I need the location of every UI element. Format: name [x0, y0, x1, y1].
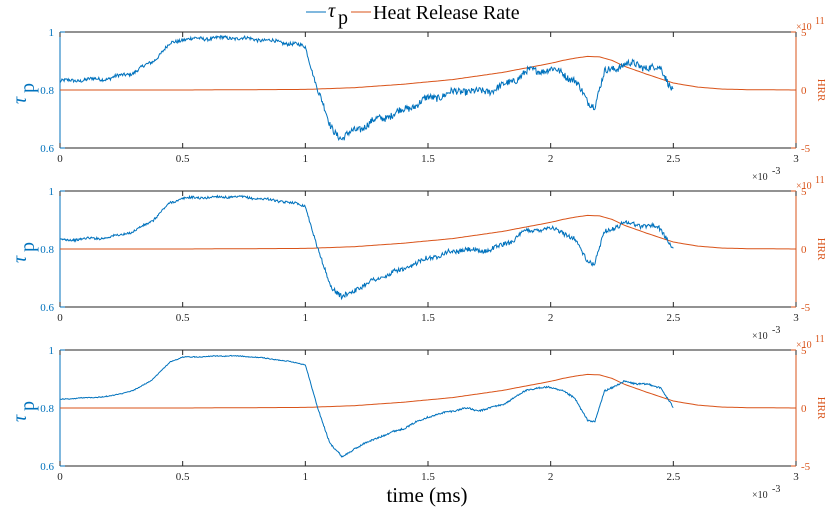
left-tick-label: 0.8 [40, 85, 54, 97]
right-exponent: ×10 [796, 181, 812, 192]
x-tick-label: 1.5 [421, 471, 435, 483]
legend: τ p Heat Release Rate [306, 0, 520, 29]
right-exponent-power: 11 [815, 16, 825, 27]
tau-series-line [59, 34, 674, 142]
right-exponent: ×10 [796, 340, 812, 351]
x-tick-label: 3 [793, 312, 799, 324]
left-ylabel-symbol: τ [9, 96, 31, 104]
x-tick-label: 0 [57, 153, 63, 165]
tau-series-line [59, 194, 674, 301]
x-tick-label: 0 [57, 312, 63, 324]
right-ylabel-text: HRR [815, 397, 827, 420]
x-exponent: ×10 [752, 331, 768, 342]
legend-tau-subscript: p [338, 7, 348, 29]
left-ylabel-subscript: p [17, 242, 39, 252]
x-tick-label: 1.5 [421, 312, 435, 324]
x-tick-label: 3 [793, 471, 799, 483]
left-ylabel: τp [9, 242, 39, 263]
x-tick-label: 2.5 [666, 153, 680, 165]
right-tick-label: -5 [801, 302, 811, 314]
left-ylabel: τp [9, 401, 39, 422]
x-exponent: ×10 [752, 490, 768, 501]
x-tick-label: 2.5 [666, 312, 680, 324]
right-exponent-power: 11 [815, 175, 825, 186]
left-ylabel: τp [9, 83, 39, 104]
x-tick-label: 2 [548, 312, 554, 324]
x-tick-label: 1 [303, 312, 309, 324]
right-ylabel: HRR [815, 397, 827, 420]
left-tick-label: 0.8 [40, 403, 54, 415]
x-tick-label: 2 [548, 153, 554, 165]
x-tick-label: 2 [548, 471, 554, 483]
right-ylabel: HRR [815, 79, 827, 102]
x-exponent-power: -3 [772, 484, 780, 495]
right-tick-label: 5 [801, 345, 807, 357]
hrr-series-line [60, 55, 796, 91]
left-ylabel-subscript: p [17, 401, 39, 411]
left-ylabel-subscript: p [17, 83, 39, 93]
x-tick-label: 2.5 [666, 471, 680, 483]
right-ylabel-text: HRR [815, 238, 827, 261]
left-tick-label: 0.8 [40, 244, 54, 256]
right-exponent: ×10 [796, 22, 812, 33]
right-ylabel-text: HRR [815, 79, 827, 102]
hrr-series-line [60, 214, 796, 250]
left-tick-label: 0.6 [40, 143, 54, 155]
x-exponent-power: -3 [772, 166, 780, 177]
right-tick-label: 5 [801, 27, 807, 39]
x-tick-label: 0 [57, 471, 63, 483]
x-tick-label: 3 [793, 153, 799, 165]
x-tick-label: 1.5 [421, 153, 435, 165]
left-tick-label: 1 [49, 345, 55, 357]
right-ylabel: HRR [815, 238, 827, 261]
left-ylabel-symbol: τ [9, 414, 31, 422]
left-ylabel-symbol: τ [9, 255, 31, 263]
x-axis-label: time (ms) [386, 483, 467, 507]
x-tick-label: 1 [303, 471, 309, 483]
legend-tau-symbol: τ [328, 0, 336, 22]
x-tick-label: 0.5 [176, 471, 190, 483]
right-tick-label: 5 [801, 186, 807, 198]
right-tick-label: 0 [801, 85, 807, 97]
hrr-series-line [60, 373, 796, 409]
right-tick-label: 0 [801, 403, 807, 415]
left-tick-label: 1 [49, 27, 55, 39]
left-tick-label: 0.6 [40, 302, 54, 314]
right-tick-label: -5 [801, 461, 811, 473]
right-tick-label: -5 [801, 143, 811, 155]
x-exponent-power: -3 [772, 325, 780, 336]
left-tick-label: 1 [49, 186, 55, 198]
left-tick-label: 0.6 [40, 461, 54, 473]
x-tick-label: 0.5 [176, 312, 190, 324]
x-tick-label: 1 [303, 153, 309, 165]
legend-hrr-text: Heat Release Rate [373, 2, 520, 24]
x-exponent: ×10 [752, 172, 768, 183]
x-tick-label: 0.5 [176, 153, 190, 165]
right-exponent-power: 11 [815, 334, 825, 345]
right-tick-label: 0 [801, 244, 807, 256]
tau-series-line [59, 354, 674, 458]
